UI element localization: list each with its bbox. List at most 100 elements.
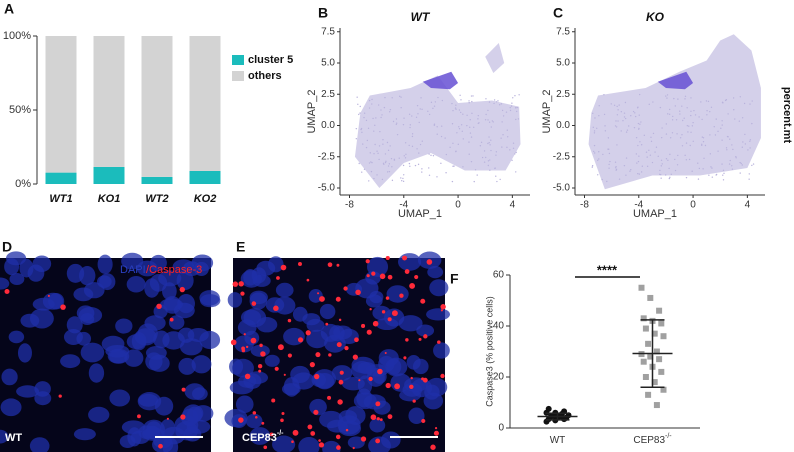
- caspase-spot: [368, 376, 373, 382]
- cell-dot: [455, 108, 457, 111]
- x-tick-label: -4: [634, 200, 643, 211]
- cell-dot: [622, 120, 624, 122]
- cell-dot: [677, 98, 679, 100]
- cell-dot: [618, 178, 621, 180]
- cell-dot: [625, 174, 627, 176]
- cell-dot: [598, 114, 600, 117]
- cell-dot: [400, 106, 402, 109]
- nucleus: [149, 254, 167, 272]
- caspase-spot: [387, 317, 392, 322]
- caspase-spot: [166, 417, 169, 420]
- caspase-spot: [230, 339, 237, 346]
- cell-dot: [480, 141, 483, 144]
- cell-dot: [638, 127, 640, 130]
- caspase-spot: [336, 445, 341, 450]
- cell-dot: [493, 99, 496, 101]
- cell-dot: [505, 111, 508, 113]
- caspase-spot: [336, 342, 342, 348]
- cell-dot: [701, 118, 703, 121]
- caspase-spot: [280, 418, 284, 423]
- cell-dot: [679, 110, 681, 112]
- cell-dot: [723, 172, 725, 175]
- cell-dot: [462, 138, 464, 140]
- data-point: [640, 315, 647, 322]
- cell-dot: [722, 179, 725, 181]
- cell-dot: [391, 97, 393, 99]
- caspase-spot: [232, 281, 239, 287]
- cell-dot: [418, 121, 420, 124]
- cell-dot: [721, 139, 723, 141]
- cell-dot: [668, 113, 671, 116]
- cell-dot: [488, 136, 490, 138]
- cell-cloud: [588, 34, 761, 190]
- caspase-spot: [4, 288, 10, 295]
- cell-dot: [509, 106, 511, 109]
- caspase-spot: [370, 414, 377, 421]
- nucleus: [264, 354, 280, 367]
- cell-dot: [669, 176, 671, 179]
- nucleus: [80, 342, 105, 363]
- y-tick-label: 2.5: [321, 89, 335, 100]
- nucleus: [256, 317, 278, 333]
- y-tick-label: 0: [498, 423, 504, 434]
- x-tick-label: WT2: [145, 193, 168, 205]
- high-cluster: [422, 71, 459, 90]
- nucleus: [19, 258, 34, 278]
- cell-dot: [721, 101, 724, 103]
- cell-dot: [483, 161, 486, 163]
- cell-dot: [393, 159, 396, 161]
- cell-dot: [452, 142, 454, 145]
- cell-dot: [440, 125, 443, 127]
- nucleus: [298, 437, 320, 452]
- cell-dot: [604, 125, 606, 127]
- nucleus: [60, 354, 81, 369]
- cell-dot: [732, 148, 734, 151]
- caspase-spot: [440, 304, 446, 310]
- cell-dot: [724, 99, 727, 102]
- cell-dot: [747, 149, 749, 151]
- caspase-spot: [418, 337, 422, 341]
- data-point: [642, 374, 649, 380]
- cell-dot: [490, 139, 492, 141]
- cell-dot: [382, 143, 384, 145]
- cell-dot: [640, 171, 643, 173]
- caspase-spot: [404, 269, 410, 274]
- cell-dot: [421, 140, 424, 142]
- cell-dot: [363, 168, 366, 170]
- cell-dot: [441, 99, 444, 102]
- bar-segment: [45, 36, 77, 173]
- cell-dot: [384, 161, 387, 164]
- nucleus: [162, 331, 185, 350]
- stain-label: /Caspase-3: [146, 264, 202, 276]
- caspase-spot: [339, 370, 344, 375]
- cell-dot: [617, 120, 619, 122]
- caspase-spot: [240, 291, 245, 296]
- cell-dot: [501, 146, 503, 148]
- nucleus: [398, 315, 423, 332]
- cell-dot: [460, 99, 462, 101]
- caspase-spot: [366, 329, 372, 335]
- caspase-spot: [375, 438, 381, 444]
- cell-dot: [677, 154, 679, 157]
- nucleus: [178, 357, 196, 375]
- caspase-spot: [327, 395, 332, 400]
- cell-dot: [685, 142, 688, 144]
- cell-dot: [516, 106, 518, 109]
- caspase-spot: [420, 298, 426, 304]
- cell-dot: [706, 110, 708, 112]
- panel-label: C: [553, 5, 563, 21]
- cell-dot: [389, 108, 392, 111]
- cell-dot: [721, 120, 723, 122]
- cell-dot: [430, 101, 433, 104]
- nucleus: [66, 316, 83, 334]
- cell-dot: [743, 102, 746, 105]
- caspase-spot: [310, 431, 316, 436]
- cell-dot: [458, 126, 460, 128]
- caspase-spot: [241, 346, 245, 351]
- cell-dot: [415, 116, 418, 119]
- nucleus: [80, 312, 95, 326]
- cell-dot: [488, 121, 491, 123]
- cell-dot: [674, 158, 676, 161]
- cell-dot: [660, 136, 663, 139]
- nucleus: [426, 308, 451, 321]
